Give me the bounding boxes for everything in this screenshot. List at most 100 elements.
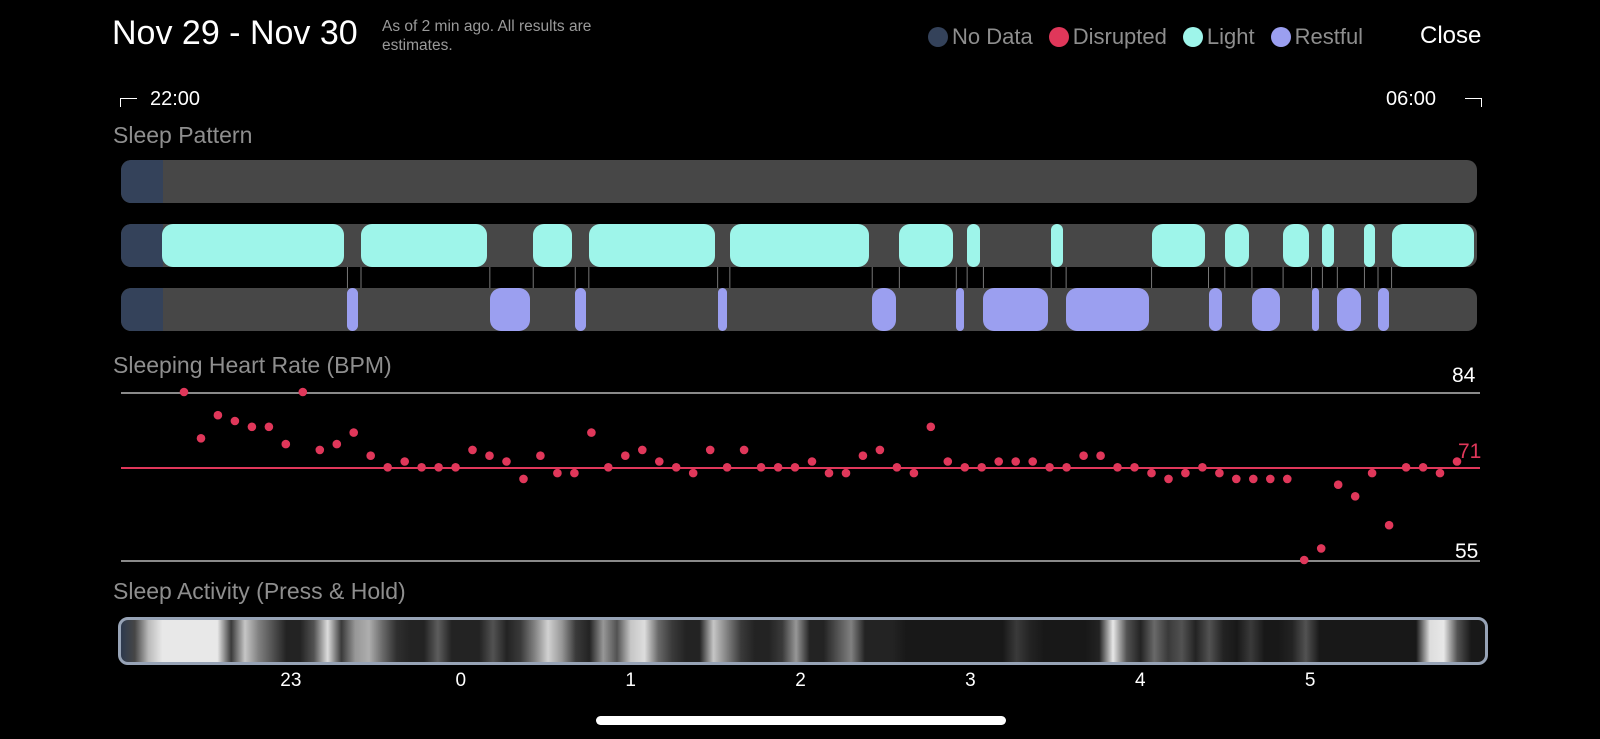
restful-segment xyxy=(1208,288,1222,331)
hr-avg-line xyxy=(121,467,1480,469)
hr-min-line xyxy=(121,560,1480,562)
hr-point xyxy=(281,439,291,449)
restful-segment xyxy=(983,288,1049,331)
light-segment xyxy=(1364,224,1375,267)
hr-point xyxy=(1113,463,1122,472)
restful-row[interactable] xyxy=(121,288,1477,331)
sleep-pattern-title: Sleep Pattern xyxy=(113,122,253,148)
restful-dot-icon xyxy=(1270,27,1291,47)
hr-point xyxy=(1384,520,1394,530)
hr-max-label: 84 xyxy=(1452,364,1476,387)
hr-point xyxy=(739,445,749,455)
light-segment xyxy=(161,224,345,267)
hr-point xyxy=(315,445,325,455)
home-indicator[interactable] xyxy=(596,716,1006,725)
no-data-segment xyxy=(121,288,163,331)
restful-segment xyxy=(872,288,897,331)
hr-point xyxy=(1316,544,1326,553)
hr-point xyxy=(1350,492,1360,501)
hr-point xyxy=(892,463,902,472)
hr-point xyxy=(1283,474,1292,484)
restful-segment xyxy=(489,288,531,331)
hr-point xyxy=(1232,474,1241,484)
end-bracket-icon xyxy=(1465,98,1482,107)
legend-item-light: Light xyxy=(1182,24,1255,50)
heart-rate-title: Sleeping Heart Rate (BPM) xyxy=(113,352,392,378)
hr-point xyxy=(1164,474,1173,484)
hr-point xyxy=(790,463,800,472)
close-button[interactable]: Close xyxy=(1420,22,1482,49)
hr-point xyxy=(1299,555,1309,565)
light-dot-icon xyxy=(1182,27,1203,47)
light-segment xyxy=(533,224,573,267)
hr-point xyxy=(400,457,410,466)
restful-segment xyxy=(1251,288,1281,331)
hr-point xyxy=(519,474,528,484)
legend-label: Light xyxy=(1206,24,1255,49)
legend-item-restful: Restful xyxy=(1270,24,1364,50)
end-time: 06:00 xyxy=(1386,88,1437,110)
hr-point xyxy=(230,416,240,426)
hr-point xyxy=(247,422,257,432)
sleep-activity-bar[interactable] xyxy=(118,617,1488,665)
hr-point xyxy=(1045,463,1054,472)
light-segment xyxy=(588,224,715,267)
hr-point xyxy=(1130,463,1139,472)
light-segment xyxy=(1322,224,1335,267)
time-tick-label: 23 xyxy=(280,670,302,691)
hr-point xyxy=(417,463,426,472)
start-time: 22:00 xyxy=(150,88,201,110)
hr-point xyxy=(638,445,647,455)
hr-point xyxy=(179,387,189,397)
hr-point xyxy=(1096,451,1105,461)
hr-point xyxy=(587,428,596,437)
hr-point xyxy=(688,468,698,478)
hr-point xyxy=(1333,480,1343,490)
light-segment xyxy=(1151,224,1206,267)
light-segment xyxy=(899,224,954,267)
hr-point xyxy=(1011,457,1020,466)
time-tick-label: 2 xyxy=(795,670,806,691)
hr-point xyxy=(655,457,664,466)
hr-point xyxy=(1418,463,1428,472)
legend-label: Restful xyxy=(1294,24,1364,49)
hr-min-label: 55 xyxy=(1455,540,1479,563)
light-segment xyxy=(1391,224,1474,267)
hr-point xyxy=(332,439,342,449)
hr-point xyxy=(943,457,953,466)
legend: No Data Disrupted Light Restful xyxy=(928,22,1363,52)
light-segment xyxy=(1283,224,1309,267)
hr-point xyxy=(1266,474,1275,484)
hr-point xyxy=(196,434,206,443)
hr-point xyxy=(536,451,545,461)
disrupted-row[interactable] xyxy=(121,160,1477,203)
restful-segment xyxy=(956,288,965,331)
legend-label: Disrupted xyxy=(1072,24,1167,49)
hr-point xyxy=(1147,468,1156,478)
light-row[interactable] xyxy=(121,224,1477,267)
light-segment xyxy=(361,224,487,267)
hr-point xyxy=(841,468,851,478)
hr-point xyxy=(1249,474,1258,484)
no-data-segment xyxy=(121,160,163,203)
hr-point xyxy=(807,457,817,466)
hr-point xyxy=(264,422,274,432)
legend-item-no-data: No Data xyxy=(928,24,1033,50)
hr-point xyxy=(824,468,834,478)
hr-point xyxy=(604,463,613,472)
hr-point xyxy=(451,463,460,472)
restful-segment xyxy=(1066,288,1149,331)
restful-segment xyxy=(1311,288,1320,331)
hr-point xyxy=(570,468,579,478)
hr-point xyxy=(858,451,868,461)
hr-point xyxy=(977,463,986,472)
hr-point xyxy=(553,468,562,478)
hr-point xyxy=(1401,463,1411,472)
hr-point xyxy=(485,451,494,461)
hr-point xyxy=(1062,463,1071,472)
hr-point xyxy=(1435,468,1445,478)
light-segment xyxy=(1224,224,1249,267)
hr-point xyxy=(502,457,511,466)
hr-point xyxy=(1367,468,1377,478)
